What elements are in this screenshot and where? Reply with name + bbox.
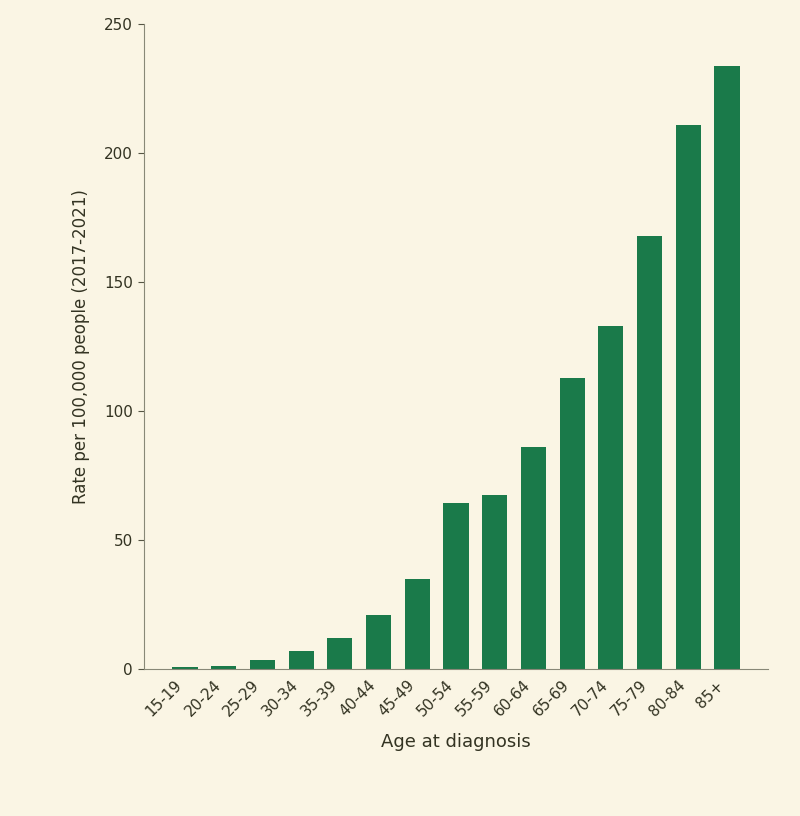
Bar	[637, 236, 662, 669]
Bar	[250, 660, 275, 669]
Bar	[327, 638, 353, 669]
Bar	[714, 66, 740, 669]
Bar	[405, 579, 430, 669]
Bar	[211, 666, 236, 669]
Bar	[559, 378, 585, 669]
Y-axis label: Rate per 100,000 people (2017-2021): Rate per 100,000 people (2017-2021)	[72, 189, 90, 504]
Bar	[521, 447, 546, 669]
Bar	[289, 651, 314, 669]
Bar	[172, 667, 198, 669]
Bar	[443, 503, 469, 669]
Bar	[676, 125, 701, 669]
Bar	[598, 326, 623, 669]
X-axis label: Age at diagnosis: Age at diagnosis	[381, 734, 531, 752]
Bar	[482, 495, 507, 669]
Bar	[366, 615, 391, 669]
